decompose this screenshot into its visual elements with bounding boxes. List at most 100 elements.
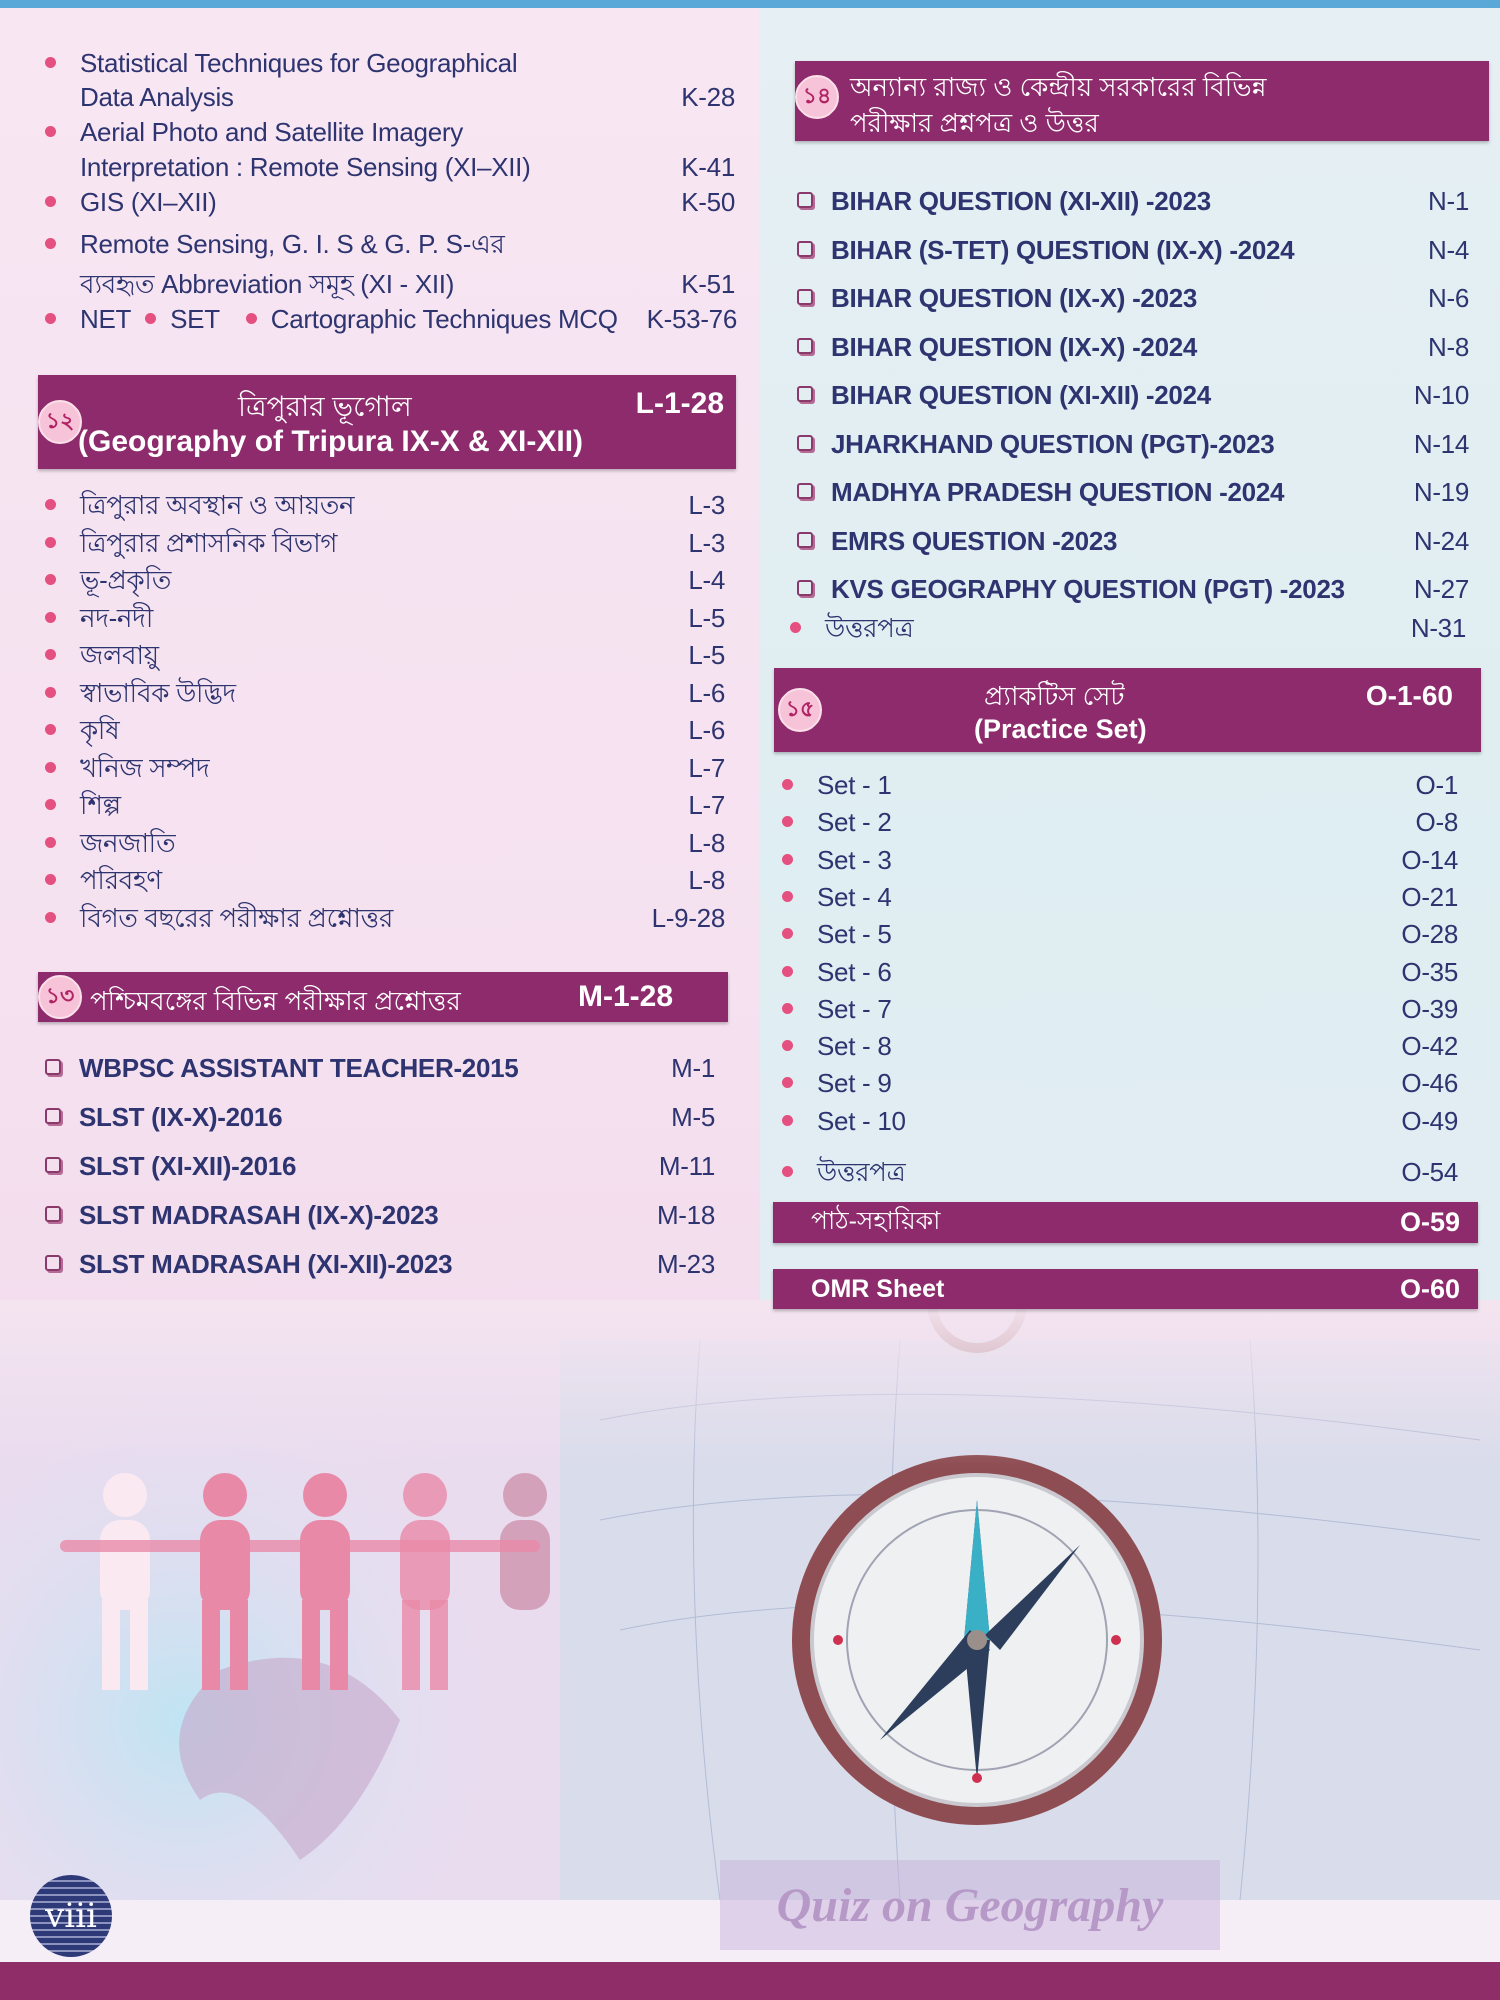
omr-page: O-60 [1399,1273,1460,1304]
toc-item[interactable]: Set - 10 O-49 [782,1106,1458,1137]
toc-page: O-54 [1401,1157,1458,1187]
toc-item[interactable]: Set - 7 O-39 [782,994,1458,1025]
toc-label: SLST MADRASAH (XI-XII)-2023 [79,1249,453,1279]
toc-item[interactable]: ত্রিপুরার প্রশাসনিক বিভাগ L-3 [45,523,725,567]
toc-item[interactable]: Set - 8 O-42 [782,1031,1458,1062]
toc-label: পরিবহণ [80,865,162,895]
toc-item[interactable]: Set - 5 O-28 [782,919,1458,950]
toc-item-answer[interactable]: উত্তরপত্র N-31 [790,608,1466,652]
bullet-icon [45,238,56,249]
toc-page: O-14 [1401,844,1458,875]
toc-label: WBPSC ASSISTANT TEACHER-2015 [79,1053,519,1083]
toc-item[interactable]: Remote Sensing, G. I. S & G. P. S-এর [45,224,735,268]
toc-label: Set - 3 [817,844,892,875]
toc-item[interactable]: স্বাভাবিক উদ্ভিদ L-6 [45,673,725,717]
toc-item[interactable]: JHARKHAND QUESTION (PGT)-2023 N-14 [797,429,1469,460]
toc-item[interactable]: SLST MADRASAH (IX-X)-2023 M-18 [45,1200,715,1231]
toc-item[interactable]: Set - 6 O-35 [782,957,1458,988]
bullet-icon [782,816,793,828]
toc-label: EMRS QUESTION -2023 [831,525,1118,556]
toc-item[interactable]: KVS GEOGRAPHY QUESTION (PGT) -2023 N-27 [797,574,1469,605]
toc-page: L-3 [688,490,725,520]
toc-label: Set - 9 [817,1068,892,1099]
section-13-header[interactable]: ১৩ পশ্চিমবঙ্গের বিভিন্ন পরীক্ষার প্রশ্নো… [38,972,728,1022]
toc-item[interactable]: NET SET Cartographic Techniques MCQ K-53… [45,304,737,335]
toc-label: Set - 10 [817,1105,906,1136]
toc-page: M-23 [656,1249,715,1279]
checkbox-icon [797,337,813,354]
toc-label: Set - 7 [817,993,892,1024]
toc-item[interactable]: SLST (IX-X)-2016 M-5 [45,1102,715,1133]
bullet-icon [782,928,793,940]
toc-item[interactable]: শিল্প L-7 [45,785,725,829]
checkbox-icon [797,483,813,499]
toc-page: L-7 [688,752,725,783]
toc-item[interactable]: Set - 3 O-14 [782,845,1458,876]
toc-label: Interpretation : Remote Sensing (XI–XII) [80,152,531,182]
toc-item[interactable]: BIHAR QUESTION (XI-XII) -2024 N-10 [797,380,1469,411]
toc-item[interactable]: Set - 2 O-8 [782,807,1458,838]
toc-page: L-9-28 [651,902,726,933]
toc-item[interactable]: নদ-নদী L-5 [45,598,725,642]
bullet-icon [45,57,56,68]
toc-label: জলবায়ু [80,640,159,670]
toc-label: BIHAR QUESTION (IX-X) -2024 [831,331,1198,362]
toc-item[interactable]: পরিবহণ L-8 [45,860,725,904]
toc-page: O-46 [1401,1068,1458,1099]
omr-sheet-bar[interactable]: OMR Sheet O-60 [773,1269,1478,1309]
toc-item[interactable]: Set - 9 O-46 [782,1068,1458,1099]
section-15-header[interactable]: ১৫ প্র্যাকটিস সেট (Practice Set) O-1-60 [774,668,1481,752]
toc-label: Set - 5 [817,919,892,950]
toc-item[interactable]: ত্রিপুরার অবস্থান ও আয়তন L-3 [45,485,725,529]
section-12-header[interactable]: ১২ ত্রিপুরার ভূগোল (Geography of Tripura… [38,375,736,469]
toc-item[interactable]: MADHYA PRADESH QUESTION -2024 N-19 [797,477,1469,508]
toc-item[interactable]: Data Analysis K-28 [45,82,735,113]
toc-item[interactable]: BIHAR (S-TET) QUESTION (IX-X) -2024 N-4 [797,235,1469,266]
toc-label: Set - 8 [817,1031,892,1062]
toc-item[interactable]: GIS (XI–XII) K-50 [45,187,735,218]
section-title-line2: পরীক্ষার প্রশ্নপত্র ও উত্তর [850,108,1099,138]
bullet-icon [790,622,801,633]
toc-item[interactable]: বিগত বছরের পরীক্ষার প্রশ্নোত্তর L-9-28 [45,898,725,942]
bullet-icon [45,126,56,137]
checkbox-icon [797,289,813,305]
section-pages: L-1-28 [635,387,724,420]
toc-item[interactable]: BIHAR QUESTION (IX-X) -2024 N-8 [797,332,1469,363]
toc-label: NET [80,304,132,334]
toc-page: O-42 [1401,1031,1458,1062]
bullet-icon [45,686,56,698]
toc-label: BIHAR (S-TET) QUESTION (IX-X) -2024 [831,234,1295,265]
toc-item[interactable]: খনিজ সম্পদ L-7 [45,748,725,792]
toc-item[interactable]: জনজাতি L-8 [45,823,725,867]
toc-item[interactable]: Interpretation : Remote Sensing (XI–XII)… [45,152,735,183]
toc-item[interactable]: EMRS QUESTION -2023 N-24 [797,526,1469,557]
toc-label: ভূ-প্রকৃতি [80,565,172,595]
toc-item[interactable]: BIHAR QUESTION (IX-X) -2023 N-6 [797,283,1469,314]
toc-item[interactable]: BIHAR QUESTION (XI-XII) -2023 N-1 [797,186,1469,217]
section-title-bn: ত্রিপুরার ভূগোল [238,391,412,422]
toc-item[interactable]: কৃষি L-6 [45,710,725,754]
toc-label: Aerial Photo and Satellite Imagery [80,117,463,147]
section-14-header[interactable]: ১৪ অন্যান্য রাজ্য ও কেন্দ্রীয় সরকারের ব… [795,61,1489,141]
bullet-icon [45,313,56,324]
toc-page: K-51 [681,269,735,299]
toc-label: Set - 4 [817,881,892,912]
toc-item[interactable]: ব্যবহৃত Abbreviation সমূহ (XI - XII) K-51 [45,264,735,308]
toc-item-answer[interactable]: উত্তরপত্র O-54 [782,1152,1458,1196]
toc-item[interactable]: Set - 1 O-1 [782,770,1458,801]
toc-label: ত্রিপুরার অবস্থান ও আয়তন [80,490,355,520]
study-aid-bar[interactable]: পাঠ-সহায়িকা O-59 [773,1202,1478,1243]
toc-item[interactable]: WBPSC ASSISTANT TEACHER-2015 M-1 [45,1053,715,1084]
toc-item[interactable]: SLST (XI-XII)-2016 M-11 [45,1151,715,1182]
bullet-icon [782,890,793,902]
toc-label: Cartographic Techniques MCQ [270,304,618,334]
toc-item[interactable]: জলবায়ু L-5 [45,635,725,679]
toc-item[interactable]: Statistical Techniques for Geographical [45,48,735,79]
checkbox-icon [797,240,813,257]
toc-item[interactable]: Aerial Photo and Satellite Imagery [45,117,735,148]
toc-item[interactable]: Set - 4 O-21 [782,882,1458,913]
toc-item[interactable]: ভূ-প্রকৃতি L-4 [45,560,725,604]
bullet-icon [45,196,56,207]
toc-item[interactable]: SLST MADRASAH (XI-XII)-2023 M-23 [45,1249,715,1280]
toc-page: O-8 [1415,807,1459,838]
